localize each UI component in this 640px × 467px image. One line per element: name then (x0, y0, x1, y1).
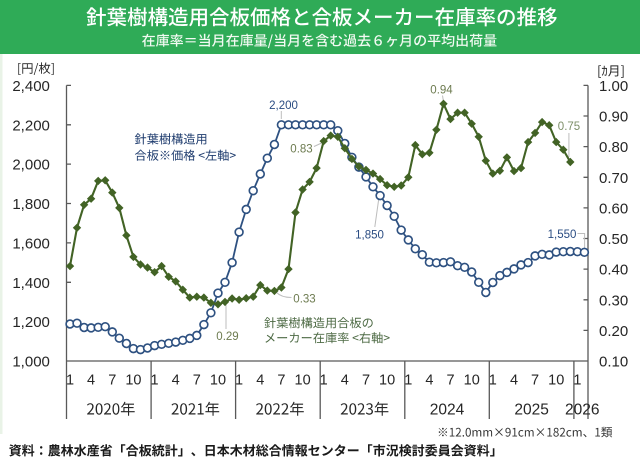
svg-text:1,800: 1,800 (12, 196, 50, 213)
svg-text:1: 1 (151, 372, 159, 388)
svg-text:2,400: 2,400 (12, 78, 50, 95)
svg-text:0.50: 0.50 (599, 231, 628, 248)
svg-text:0.29: 0.29 (216, 331, 238, 343)
svg-text:1.00: 1.00 (599, 78, 628, 95)
svg-text:0.10: 0.10 (599, 354, 628, 371)
svg-text:1,550: 1,550 (548, 229, 577, 241)
svg-text:10: 10 (295, 372, 311, 388)
svg-text:1: 1 (404, 372, 412, 388)
svg-text:1,600: 1,600 (12, 235, 50, 252)
svg-text:0.94: 0.94 (430, 85, 453, 97)
svg-text:0.30: 0.30 (599, 292, 628, 309)
svg-text:10: 10 (125, 372, 141, 388)
svg-text:0.75: 0.75 (558, 121, 580, 133)
svg-text:0.40: 0.40 (599, 262, 628, 279)
svg-text:10: 10 (210, 372, 226, 388)
svg-text:2024: 2024 (430, 402, 465, 419)
svg-text:2,200: 2,200 (12, 117, 50, 134)
svg-text:1: 1 (320, 372, 328, 388)
svg-text:0.60: 0.60 (599, 200, 628, 217)
svg-text:0.80: 0.80 (599, 139, 628, 156)
svg-text:1: 1 (489, 372, 497, 388)
svg-text:4: 4 (256, 372, 264, 388)
svg-text:0.90: 0.90 (599, 109, 628, 126)
svg-text:2026: 2026 (565, 402, 599, 419)
svg-text:1: 1 (66, 372, 74, 388)
svg-text:0.20: 0.20 (599, 323, 628, 340)
svg-text:7: 7 (531, 372, 539, 388)
svg-text:7: 7 (108, 372, 116, 388)
svg-text:1,000: 1,000 (12, 354, 50, 371)
svg-text:0.70: 0.70 (599, 170, 628, 187)
svg-text:10: 10 (464, 372, 480, 388)
svg-text:10: 10 (548, 372, 564, 388)
svg-text:1: 1 (235, 372, 243, 388)
svg-text:1,400: 1,400 (12, 275, 50, 292)
svg-text:1,200: 1,200 (12, 314, 50, 331)
svg-text:2,000: 2,000 (12, 157, 50, 174)
svg-text:0.33: 0.33 (293, 294, 315, 306)
svg-text:7: 7 (362, 372, 370, 388)
svg-text:1,850: 1,850 (355, 230, 384, 242)
svg-text:10: 10 (379, 372, 395, 388)
svg-text:2025: 2025 (514, 402, 548, 419)
svg-text:0.83: 0.83 (290, 144, 312, 156)
svg-text:7: 7 (193, 372, 201, 388)
svg-text:7: 7 (277, 372, 285, 388)
svg-text:1: 1 (573, 372, 581, 388)
svg-text:2,200: 2,200 (269, 100, 298, 112)
svg-text:4: 4 (341, 372, 349, 388)
svg-text:4: 4 (87, 372, 95, 388)
svg-text:4: 4 (172, 372, 180, 388)
svg-text:4: 4 (425, 372, 433, 388)
svg-text:7: 7 (446, 372, 454, 388)
svg-text:4: 4 (510, 372, 518, 388)
